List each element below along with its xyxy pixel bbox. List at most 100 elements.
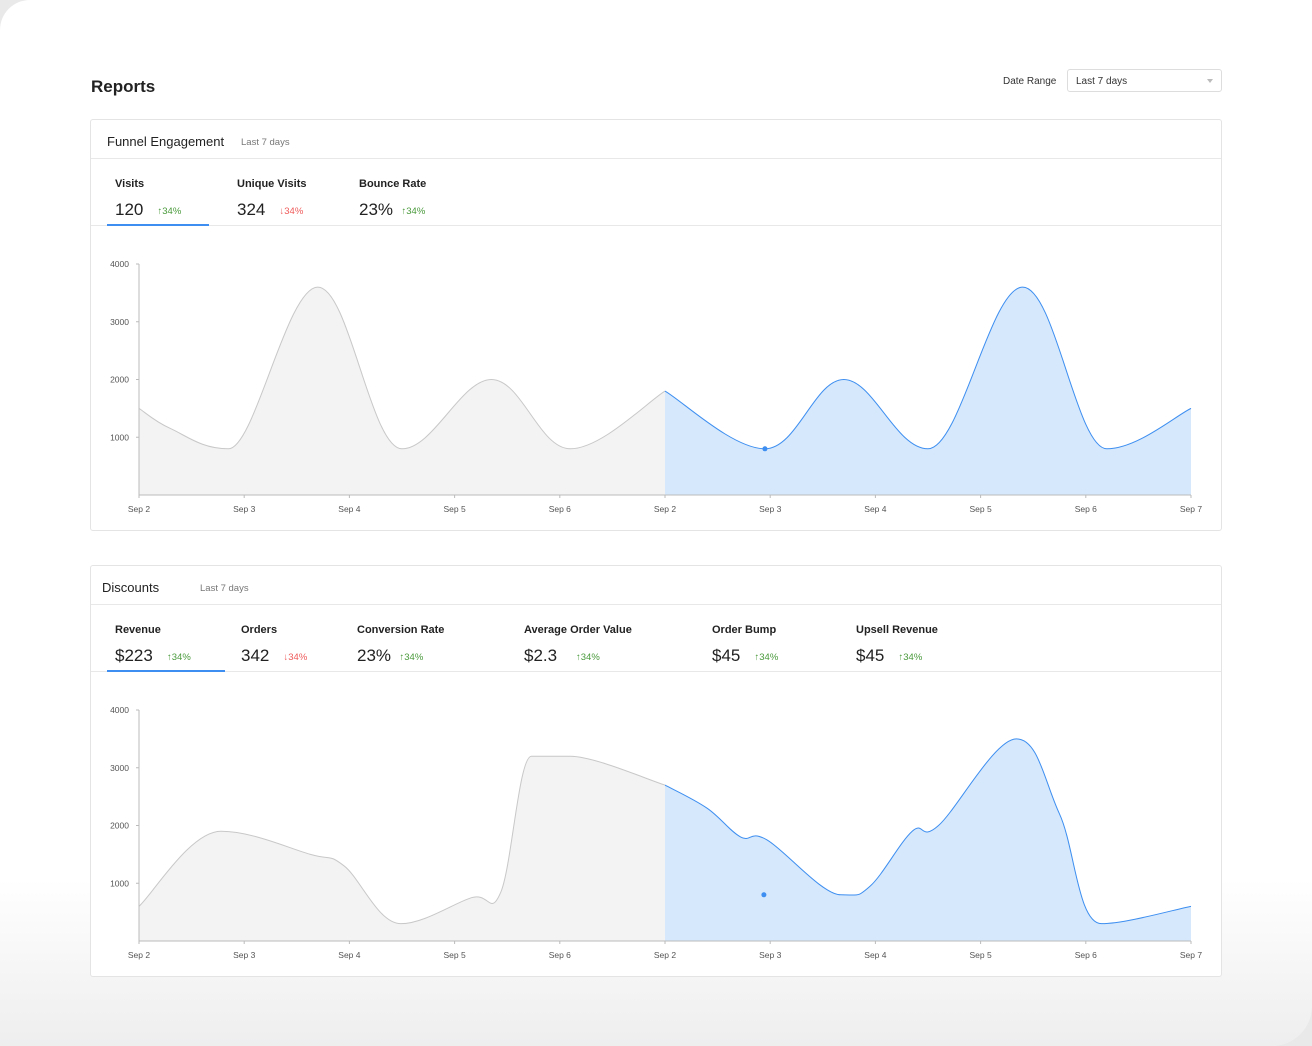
- metric-delta-value: 34%: [284, 206, 304, 217]
- series-line-previous: [138, 286, 666, 450]
- metric-delta-value: 34%: [903, 652, 923, 663]
- metric-label: Bounce Rate: [359, 178, 427, 190]
- y-tick-label: 3000: [110, 317, 129, 327]
- y-tick-label: 2000: [110, 375, 129, 385]
- area-chart: 1000 2000 3000 4000 Sep 2 Sep 3 Sep 4 Sep 5 Sep …: [110, 259, 1202, 514]
- series-line-current: [664, 738, 1192, 925]
- metric-delta: ↓34%: [284, 652, 308, 663]
- series-area-previous: [139, 756, 665, 941]
- x-tick-label: Sep 3: [759, 504, 781, 514]
- metric-label: Average Order Value: [524, 624, 632, 636]
- metric-value: 324: [237, 200, 266, 219]
- card-subtitle: Last 7 days: [200, 583, 249, 594]
- x-tick-label: Sep 3: [233, 504, 255, 514]
- arrow-down-icon: ↓: [279, 206, 285, 217]
- x-tick-label: Sep 4: [864, 950, 886, 960]
- metric-label: Revenue: [115, 624, 161, 636]
- arrow-up-icon: ↑: [167, 652, 172, 663]
- card-header: Funnel Engagement Last 7 days: [91, 120, 1221, 159]
- x-tick-label: Sep 4: [338, 950, 360, 960]
- x-tick-label: Sep 7: [1180, 950, 1202, 960]
- metric-delta: ↑34%: [402, 206, 426, 217]
- metric-delta-value: 34%: [406, 206, 426, 217]
- date-range-label: Date Range: [1003, 76, 1057, 87]
- active-tab-indicator: [107, 224, 209, 226]
- card-title: Funnel Engagement: [107, 134, 225, 149]
- metric-value: 342: [241, 646, 270, 665]
- funnel-engagement-card: Funnel Engagement Last 7 days Visits 120…: [90, 119, 1222, 531]
- y-tick-label: 1000: [110, 432, 129, 442]
- x-tick-label: Sep 5: [443, 950, 465, 960]
- metric-tabs: Revenue $223 ↑34% Orders 342 ↓34% Conversi…: [91, 605, 1221, 672]
- series-area-current: [665, 287, 1191, 495]
- y-tick-label: 1000: [110, 878, 129, 888]
- arrow-up-icon: ↑: [898, 652, 904, 663]
- hover-point: [761, 892, 767, 898]
- page-title: Reports: [91, 77, 156, 96]
- x-tick-label: Sep 3: [759, 950, 781, 960]
- arrow-up-icon: ↑: [754, 652, 760, 663]
- x-tick-label: Sep 6: [549, 950, 571, 960]
- x-tick-label: Sep 5: [969, 950, 991, 960]
- metric-delta: ↓34%: [280, 206, 304, 217]
- series-line-previous: [138, 755, 666, 925]
- y-tick-label: 3000: [110, 763, 129, 773]
- metric-delta-value: 34%: [759, 652, 779, 663]
- metric-label: Order Bump: [712, 624, 777, 636]
- metric-delta-value: 34%: [404, 652, 424, 663]
- x-tick-label: Sep 5: [969, 504, 991, 514]
- x-tick-label: Sep 3: [233, 950, 255, 960]
- metric-value: 120: [115, 200, 144, 219]
- metric-delta-value: 34%: [171, 652, 191, 663]
- arrow-up-icon: ↑: [576, 652, 581, 663]
- metric-label: Orders: [241, 624, 278, 636]
- hover-point: [762, 446, 768, 452]
- x-tick-label: Sep 4: [864, 504, 886, 514]
- card-header: Discounts Last 7 days: [91, 566, 1221, 605]
- x-tick-label: Sep 6: [1075, 504, 1097, 514]
- x-tick-label: Sep 2: [128, 950, 150, 960]
- card-title: Discounts: [102, 580, 160, 595]
- metric-value: $2.3: [524, 646, 558, 665]
- metric-value: $45: [856, 646, 885, 665]
- x-tick-label: Sep 6: [549, 504, 571, 514]
- x-tick-label: Sep 2: [654, 504, 676, 514]
- metric-value: $45: [712, 646, 741, 665]
- discounts-card: Discounts Last 7 days Revenue $223 ↑34% O…: [90, 565, 1222, 977]
- metric-label: Conversion Rate: [357, 624, 445, 636]
- date-range-select[interactable]: Last 7 days: [1067, 69, 1222, 92]
- y-tick-label: 2000: [110, 821, 129, 831]
- metric-delta-value: 34%: [162, 206, 182, 217]
- arrow-up-icon: ↑: [399, 652, 405, 663]
- card-subtitle: Last 7 days: [241, 137, 290, 148]
- chevron-down-icon: [1207, 79, 1213, 83]
- active-tab-indicator: [107, 670, 225, 672]
- x-tick-label: Sep 5: [443, 504, 465, 514]
- metric-delta-value: 34%: [288, 652, 308, 663]
- metric-delta: ↑34%: [400, 652, 424, 663]
- metric-label: Upsell Revenue: [856, 624, 938, 636]
- x-tick-label: Sep 4: [338, 504, 360, 514]
- arrow-up-icon: ↑: [157, 206, 163, 217]
- metric-label: Visits: [115, 178, 145, 190]
- date-range-value: Last 7 days: [1076, 76, 1128, 87]
- series-area-previous: [139, 287, 665, 495]
- x-tick-label: Sep 2: [128, 504, 150, 514]
- metric-delta: ↑34%: [167, 652, 191, 663]
- series-area-current: [665, 738, 1191, 941]
- metric-delta-value: 34%: [580, 652, 600, 663]
- metric-delta: ↑34%: [576, 652, 600, 663]
- arrow-down-icon: ↓: [283, 652, 289, 663]
- metric-label: Unique Visits: [237, 178, 307, 190]
- x-tick-label: Sep 6: [1075, 950, 1097, 960]
- y-tick-label: 4000: [110, 705, 129, 715]
- x-tick-label: Sep 2: [654, 950, 676, 960]
- arrow-up-icon: ↑: [401, 206, 407, 217]
- metric-value: $223: [115, 646, 153, 665]
- metric-delta: ↑34%: [158, 206, 182, 217]
- metric-tabs: Visits 120 ↑34% Unique Visits 324 ↓34% Bou…: [91, 159, 1221, 226]
- x-tick-label: Sep 7: [1180, 504, 1202, 514]
- metric-value: 23%: [357, 646, 392, 665]
- metric-delta: ↑34%: [755, 652, 779, 663]
